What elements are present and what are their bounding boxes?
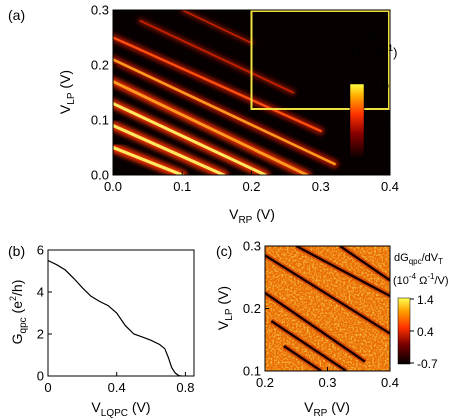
panel-b-plot-frame bbox=[47, 249, 195, 377]
panel-a-x-tick-label: 0.2 bbox=[242, 179, 260, 194]
panel-a-resonance-line bbox=[113, 80, 309, 175]
panel-a-x-tick-label: 0.4 bbox=[381, 179, 399, 194]
panel-a-x-tick-label: 0.3 bbox=[312, 179, 330, 194]
panel-c-colorbar-title: dGqpc/dVT bbox=[394, 252, 443, 266]
panel-a-resonance-line bbox=[113, 123, 226, 175]
panel-c-dark-line bbox=[295, 246, 390, 298]
panel-c-x-tick-label: 0.3 bbox=[318, 375, 336, 390]
panel-b-x-ticks: 0 0.4 0.8 bbox=[44, 372, 194, 395]
panel-b-y-axis-label: Gqpc (e2/h) bbox=[8, 280, 29, 345]
panel-c-x-tick-label: 0.4 bbox=[381, 375, 399, 390]
panel-a-colorbar-tick-label-min: 0 bbox=[371, 153, 378, 168]
panel-c-y-ticks: 0.1 0.2 0.3 bbox=[243, 239, 269, 379]
panel-c: (c) 0.2 0.3 0.4 0.10.20.3 VRP (V) VLP (V) … bbox=[215, 239, 449, 419]
panel-a-x-tick-label: 0.1 bbox=[173, 179, 191, 194]
panel-a-colorbar-units: (10-5 Ω-1) bbox=[345, 43, 398, 60]
panel-b-x-tick-label: 0.8 bbox=[176, 380, 194, 395]
panel-b-y-ticks: 0 2 4 6 bbox=[37, 243, 52, 384]
panel-a-y-axis-label: VLP (V) bbox=[57, 70, 77, 114]
panel-c-dark-line bbox=[339, 246, 390, 282]
panel-b-x-tick-label: 0 bbox=[44, 380, 51, 395]
panel-a-colorbar-tick-label-max: 2.6 bbox=[371, 77, 389, 92]
panel-b-y-tick-label: 0 bbox=[37, 369, 44, 384]
panel-a-highlight-box bbox=[250, 10, 390, 110]
panel-c-y-tick-label: 0.3 bbox=[243, 239, 261, 254]
panel-a-resonance-line bbox=[113, 101, 267, 175]
panel-c-x-axis-label: VRP (V) bbox=[304, 399, 350, 419]
panel-b-conductance-curve bbox=[47, 259, 183, 377]
panel-a-label: (a) bbox=[8, 7, 25, 23]
panel-a-y-ticks: 0.0 0.1 0.2 0.3 bbox=[91, 3, 117, 183]
panel-c-dark-line bbox=[283, 345, 322, 371]
panel-c-colorbar-tick-label-min: -0.7 bbox=[417, 357, 438, 371]
panel-c-x-ticks: 0.2 0.3 0.4 bbox=[256, 367, 399, 390]
panel-a-x-axis-label: VRP (V) bbox=[229, 206, 275, 226]
panel-b-x-tick-label: 0.4 bbox=[108, 380, 126, 395]
panel-a-x-ticks: 0.0 0.1 0.2 0.3 0.4 bbox=[104, 171, 399, 194]
panel-a-resonance-line bbox=[113, 36, 322, 133]
panel-c-label: (c) bbox=[216, 243, 232, 259]
panel-a-colorbar-ticks: 2.6 1.3 0 bbox=[364, 77, 389, 168]
panel-c-colorbar bbox=[397, 297, 411, 365]
panel-a-resonance-lines bbox=[113, 10, 339, 175]
panel-c-x-tick-label: 0.2 bbox=[256, 375, 274, 390]
panel-b-x-axis-label: VLQPC (V) bbox=[91, 399, 150, 419]
panel-a-y-tick-label: 0.1 bbox=[91, 113, 109, 128]
panel-c-y-tick-label: 0.1 bbox=[243, 364, 261, 379]
panel-b-y-tick-label: 6 bbox=[37, 243, 44, 258]
panel-b-y-tick-label: 4 bbox=[37, 285, 44, 300]
panel-a-y-tick-label: 0.0 bbox=[91, 168, 109, 183]
panel-a-colorbar bbox=[349, 83, 365, 161]
panel-a-resonance-line bbox=[181, 10, 253, 44]
panel-a-colorbar-tick-label-mid: 1.3 bbox=[371, 115, 389, 130]
panel-a-resonance-line bbox=[113, 145, 184, 175]
panel-a: (a) 0.0 0.1 0.2 0.3 0.4 0.0 0.1 0.2 0.3 VRP (V)… bbox=[8, 3, 399, 226]
panel-b: (b) 0 0.4 0.8 0 2 4 6 VLQPC (V) Gqpc (e2/h) bbox=[8, 243, 195, 419]
panel-c-dark-lines bbox=[265, 246, 390, 371]
panel-c-dark-line bbox=[265, 291, 366, 363]
panel-c-y-axis-label: VLP (V) bbox=[215, 286, 235, 330]
panel-c-colorbar-units: (10-4 Ω-1/V) bbox=[393, 272, 449, 287]
panel-a-resonance-line bbox=[113, 58, 336, 166]
panel-c-colorbar-ticks: 1.4 0.4 -0.7 bbox=[410, 293, 438, 371]
panel-b-y-tick-label: 2 bbox=[37, 327, 44, 342]
panel-b-label: (b) bbox=[8, 243, 25, 259]
panel-a-x-tick-label: 0.0 bbox=[104, 179, 122, 194]
panel-a-resonance-line bbox=[139, 19, 295, 94]
panel-c-y-tick-label: 0.2 bbox=[243, 301, 261, 316]
panel-c-dark-line bbox=[265, 254, 390, 335]
panel-a-y-tick-label: 0.3 bbox=[91, 3, 109, 18]
panel-a-y-tick-label: 0.2 bbox=[91, 58, 109, 73]
panel-c-colorbar-tick-label-mid: 0.4 bbox=[417, 325, 434, 339]
panel-c-colorbar-tick-label-max: 1.4 bbox=[417, 293, 434, 307]
panel-c-dark-line bbox=[270, 320, 347, 371]
panel-a-colorbar-title: Gdot bbox=[357, 23, 382, 43]
